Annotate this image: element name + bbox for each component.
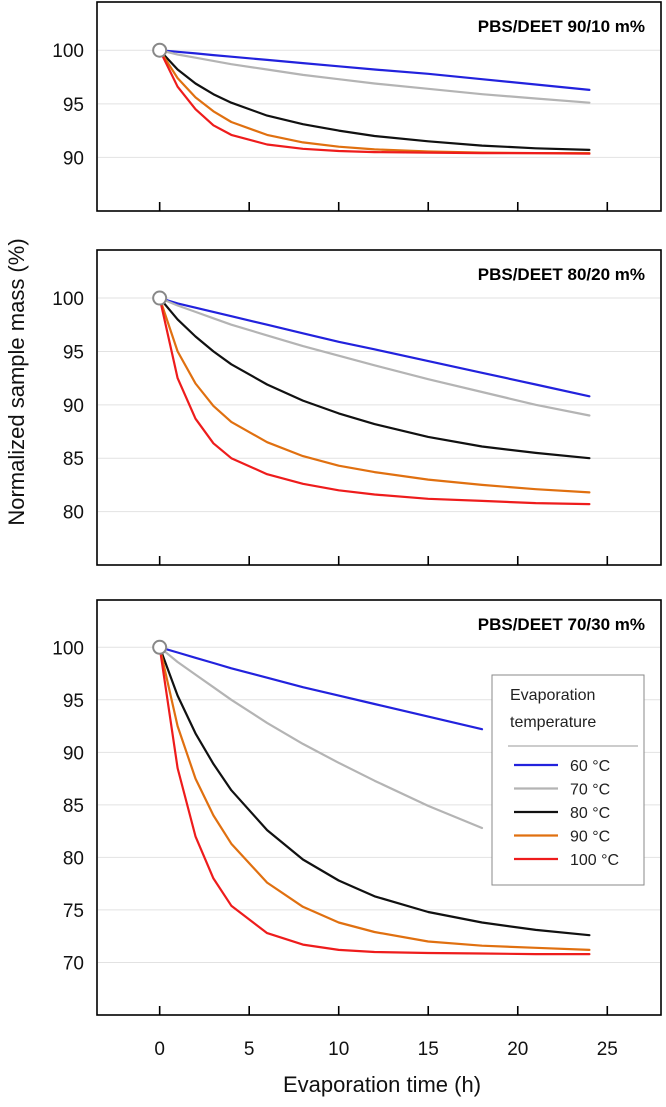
legend-label: 70 °C — [570, 782, 610, 799]
start-point-marker — [152, 639, 168, 655]
y-tick-label: 85 — [63, 796, 84, 817]
y-tick-label: 95 — [63, 342, 84, 363]
series-line-90c — [158, 646, 591, 951]
legend-label: 90 °C — [570, 829, 610, 846]
panel-title: PBS/DEET 80/20 m% — [478, 265, 645, 284]
start-point-marker — [152, 42, 168, 58]
legend-title: temperature — [510, 714, 596, 731]
y-tick-label: 95 — [63, 95, 84, 116]
x-tick-label: 20 — [507, 1039, 528, 1060]
series-line-90c — [158, 297, 591, 494]
y-tick-label: 85 — [63, 449, 84, 470]
panel-2: 80 85 90 95 100 PBS/DEET 80/20 m% — [52, 249, 662, 566]
legend-label: 100 °C — [570, 852, 619, 869]
series-line-100c — [158, 297, 591, 506]
x-tick-label: 15 — [418, 1039, 439, 1060]
legend-label: 80 °C — [570, 805, 610, 822]
panel-3: 70 75 80 85 90 95 100 0 5 10 15 20 25 PBS/DEET 70/30 … — [52, 599, 662, 1060]
start-point-marker — [152, 290, 168, 306]
series-line-80c — [158, 297, 591, 460]
y-tick-label: 90 — [63, 148, 84, 169]
panel-1: 90 95 100 PBS/DEET 90/10 m% — [52, 1, 662, 212]
series-line-80c — [158, 646, 591, 937]
y-tick-label: 80 — [63, 503, 84, 524]
x-tick-label: 5 — [244, 1039, 255, 1060]
legend-title: Evaporation — [510, 687, 595, 704]
legend-box — [491, 674, 645, 886]
panel-title: PBS/DEET 70/30 m% — [478, 615, 645, 634]
x-tick-label: 0 — [154, 1039, 165, 1060]
y-tick-label: 90 — [63, 396, 84, 417]
x-axis-title: Evaporation time (h) — [283, 1072, 481, 1097]
y-tick-label: 100 — [52, 638, 84, 659]
y-tick-label: 70 — [63, 953, 84, 974]
series-line-70c — [158, 49, 591, 104]
series-line-60c — [158, 646, 484, 731]
series-line-70c — [158, 646, 484, 830]
legend: Evaporation temperature 60 °C 70 °C 80 °C 90 … — [491, 674, 645, 886]
panel-frame — [96, 1, 662, 212]
series-line-60c — [158, 49, 591, 91]
y-tick-label: 75 — [63, 901, 84, 922]
x-tick-label: 10 — [328, 1039, 349, 1060]
panel-title: PBS/DEET 90/10 m% — [478, 17, 645, 36]
y-tick-label: 80 — [63, 848, 84, 869]
x-tick-label: 25 — [597, 1039, 618, 1060]
series-line-60c — [158, 297, 591, 398]
series-line-100c — [158, 49, 591, 155]
y-tick-label: 90 — [63, 743, 84, 764]
y-tick-label: 100 — [52, 41, 84, 62]
y-axis-title: Normalized sample mass (%) — [4, 238, 29, 525]
y-tick-label: 95 — [63, 691, 84, 712]
y-tick-label: 100 — [52, 289, 84, 310]
panel-frame — [96, 249, 662, 566]
series-line-80c — [158, 49, 591, 151]
legend-label: 60 °C — [570, 758, 610, 775]
series-line-100c — [158, 646, 591, 956]
series-line-70c — [158, 297, 591, 417]
